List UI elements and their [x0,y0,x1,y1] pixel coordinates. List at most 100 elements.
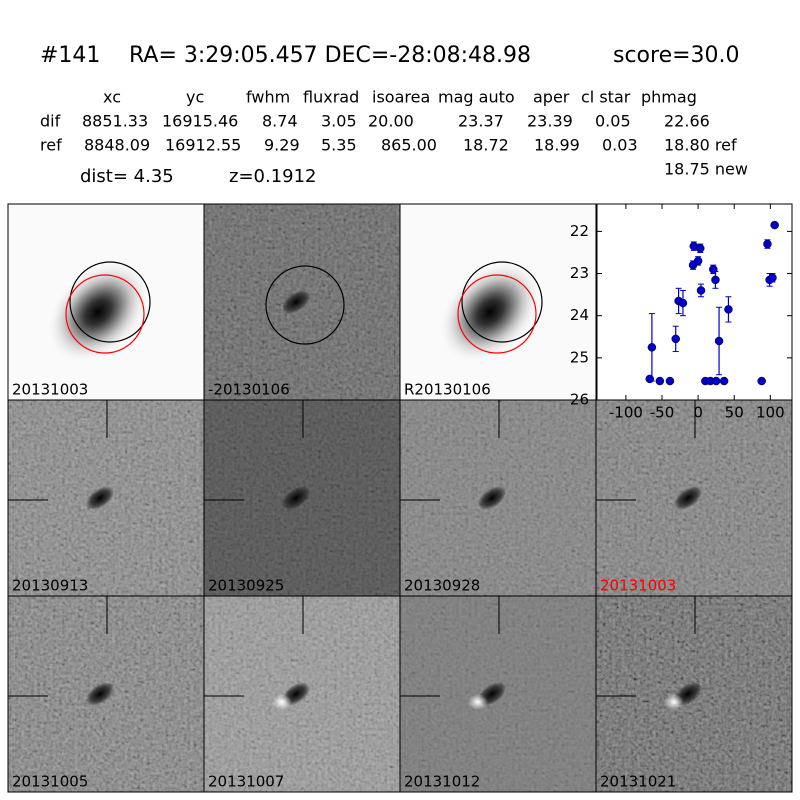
column-header: fluxrad [303,88,359,107]
column-header: phmag [641,88,697,107]
distance: dist= 4.35 [80,166,174,187]
point [711,275,720,285]
stamp: 20131003 [595,399,793,597]
aperture [461,261,543,343]
point [665,376,675,386]
stamp-label: 20131007 [208,773,284,791]
stamp-label: 20131003 [600,577,676,595]
stamp-label: 20131005 [12,773,88,791]
x-tick-label: 50 [725,404,744,422]
data-points [645,220,779,386]
table-cell: dif [40,112,61,131]
table-cell: 0.05 [595,112,631,131]
x-tick-label: 0 [693,404,703,422]
galaxy [438,260,542,364]
point [763,239,772,249]
stamp-label: 20130913 [12,577,88,595]
point [770,220,779,230]
table-cell: 16912.55 [165,136,241,155]
redshift: z=0.1912 [229,166,317,187]
stamp: 20131003 [7,203,205,401]
stamp-label: R20130106 [404,381,491,399]
table-cell: 8848.09 [84,136,150,155]
stamp-label: 20130925 [208,577,284,595]
stamp-label: 20131012 [404,773,480,791]
stamp: 20130925 [203,399,401,597]
galaxy [46,260,150,364]
residual [664,694,684,710]
stamp: 20130928 [399,399,597,597]
stamp: 20131007 [203,595,401,793]
point [693,256,703,266]
stamp: R20130106 [399,203,597,401]
table-cell: 23.39 [527,112,573,131]
table-cell: 5.35 [321,136,357,155]
point [696,244,705,253]
table-cell: 18.72 [463,136,509,155]
residual [468,694,488,710]
aperture [265,265,345,345]
point [647,343,657,352]
table-cell: 3.05 [321,112,357,131]
stamp-label: 20131021 [600,773,676,791]
table-cell: 9.29 [264,136,300,155]
residual [272,694,292,710]
point [655,376,665,386]
point [645,374,654,384]
stamp-label: 20131003 [12,381,88,399]
point [709,265,718,274]
point [671,334,680,344]
point [714,336,724,346]
table-cell: 18.80 ref [664,136,737,155]
source [477,486,507,510]
x-tick-label: 100 [756,404,785,422]
x-tick-label: -50 [650,404,675,422]
table-cell: 23.37 [458,112,504,131]
table-cell: 20.00 [368,112,414,131]
table-cell: 8851.33 [82,112,148,131]
y-tick-label: 24 [570,306,589,324]
stamp: -20130106 [203,203,401,401]
column-header: yc [186,88,204,107]
source [281,290,311,314]
point [768,273,777,283]
point [711,376,721,386]
point [678,298,688,308]
point [719,376,729,386]
stamp: 20130913 [7,399,205,597]
source [85,486,115,510]
y-tick-label: 23 [570,264,589,282]
aperture-red [65,274,145,354]
y-tick-label: 26 [570,391,589,409]
table-cell: 16915.46 [162,112,238,131]
column-header: isoarea [372,88,430,107]
source [281,486,311,510]
table-cell: 8.74 [262,112,298,131]
stamp-frame [595,595,793,793]
y-tick-label: 22 [570,222,589,240]
table-cell: 22.66 [664,112,710,131]
aperture-red [457,274,537,354]
stamp: 20131021 [595,595,793,793]
aperture [69,261,151,343]
note: 18.75 new [664,160,748,179]
y-tick-label: 25 [570,348,589,366]
stamp-label: 20130928 [404,577,480,595]
point [724,305,733,314]
column-header: aper [533,88,570,107]
x-tick-label: -100 [609,404,643,422]
score: score=30.0 [613,43,740,68]
stamp: 20131012 [399,595,597,793]
point [696,286,706,295]
source [673,486,703,510]
plot-area [596,203,793,401]
column-header: mag auto [438,88,515,107]
table-cell: 865.00 [381,136,437,155]
source [85,682,115,706]
stamp-label: -20130106 [208,381,290,399]
stamp: 20131005 [7,595,205,793]
table-cell: 0.03 [602,136,638,155]
table-cell: 18.99 [534,136,580,155]
point [757,376,766,386]
